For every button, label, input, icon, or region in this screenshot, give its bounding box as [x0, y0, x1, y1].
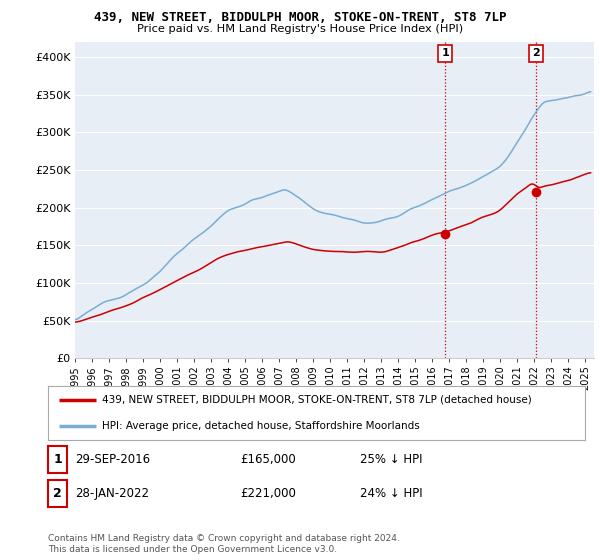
Text: 25% ↓ HPI: 25% ↓ HPI	[360, 453, 422, 466]
Text: £221,000: £221,000	[240, 487, 296, 500]
Text: 24% ↓ HPI: 24% ↓ HPI	[360, 487, 422, 500]
Text: 439, NEW STREET, BIDDULPH MOOR, STOKE-ON-TRENT, ST8 7LP: 439, NEW STREET, BIDDULPH MOOR, STOKE-ON…	[94, 11, 506, 24]
Text: £165,000: £165,000	[240, 453, 296, 466]
Text: HPI: Average price, detached house, Staffordshire Moorlands: HPI: Average price, detached house, Staf…	[101, 421, 419, 431]
Text: 2: 2	[53, 487, 62, 500]
Text: Price paid vs. HM Land Registry's House Price Index (HPI): Price paid vs. HM Land Registry's House …	[137, 24, 463, 34]
Text: 439, NEW STREET, BIDDULPH MOOR, STOKE-ON-TRENT, ST8 7LP (detached house): 439, NEW STREET, BIDDULPH MOOR, STOKE-ON…	[101, 395, 532, 405]
Text: 1: 1	[53, 453, 62, 466]
Text: 28-JAN-2022: 28-JAN-2022	[75, 487, 149, 500]
Text: 29-SEP-2016: 29-SEP-2016	[75, 453, 150, 466]
Text: 1: 1	[441, 48, 449, 58]
Text: 2: 2	[532, 48, 539, 58]
Text: Contains HM Land Registry data © Crown copyright and database right 2024.
This d: Contains HM Land Registry data © Crown c…	[48, 534, 400, 554]
